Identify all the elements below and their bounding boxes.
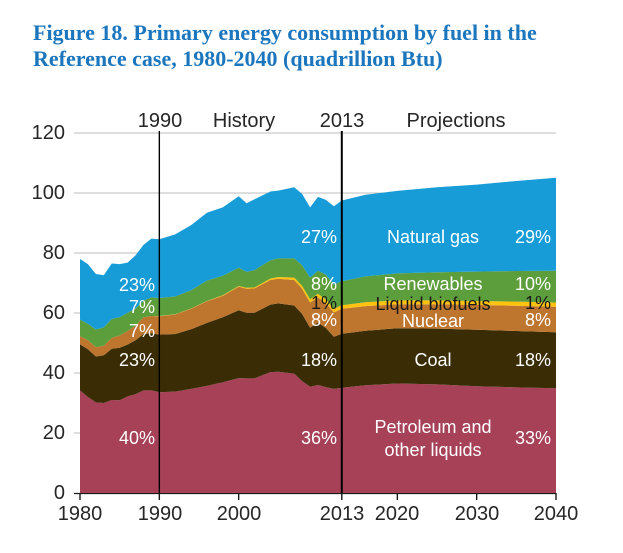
pct-1990-renewables: 7% [128,297,155,317]
pct-1990-coal: 23% [118,350,155,370]
series-label-coal: Coal [414,350,452,370]
area-petroleum-and-other-liquids [80,371,556,493]
header-projections-label: Projections [406,110,506,132]
y-tick-120: 120 [31,122,65,144]
header-1990-label: 1990 [137,110,183,132]
series-label-renewables: Renewables [383,274,483,294]
pct-2040-coal: 18% [514,350,551,370]
area-renewables [80,258,556,348]
pct-2040-biofuels: 1% [524,293,551,313]
pct-2040-nuclear: 8% [524,310,551,330]
pct-2013-nuclear: 8% [310,310,337,330]
x-tick-2040: 2040 [533,503,579,525]
pct-2013-coal: 18% [300,350,337,370]
pct-2040-natural-gas: 29% [514,227,551,247]
series-label-natural-gas: Natural gas [386,227,480,247]
y-tick-100: 100 [31,182,65,204]
x-tick-1980: 1980 [57,503,103,525]
pct-2013-natural-gas: 27% [300,227,337,247]
area-natural-gas [80,177,556,330]
header-2013-label: 2013 [319,110,365,132]
x-tick-2013: 2013 [319,503,365,525]
y-tick-20: 20 [42,422,65,444]
series-label-petroleum-line1: Petroleum and [374,417,492,437]
x-tick-2020: 2020 [374,503,420,525]
area-nuclear [80,278,556,357]
y-tick-0: 0 [53,482,65,504]
pct-1990-petroleum: 40% [118,428,155,448]
pct-2040-renewables: 10% [514,274,551,294]
x-tick-1990: 1990 [137,503,183,525]
pct-2040-petroleum: 33% [514,428,551,448]
pct-2013-petroleum: 36% [300,428,337,448]
series-label-liquid-biofuels: Liquid biofuels [375,294,491,314]
series-label-petroleum: Petroleum and other liquids [333,416,533,462]
figure-title: Figure 18. Primary energy consumption by… [33,20,608,72]
pct-2013-renewables: 8% [310,274,337,294]
header-history-label: History [212,110,276,132]
area-coal [80,303,556,403]
y-tick-80: 80 [42,242,65,264]
series-label-nuclear: Nuclear [401,311,465,331]
pct-1990-nuclear: 7% [128,321,155,341]
figure-title-line2: Reference case, 1980-2040 (quadrillion B… [33,46,443,71]
series-label-petroleum-line2: other liquids [384,440,482,460]
figure-title-line1: Figure 18. Primary energy consumption by… [33,20,537,45]
x-tick-2030: 2030 [454,503,500,525]
y-tick-40: 40 [42,362,65,384]
pct-2013-biofuels: 1% [310,293,337,313]
pct-1990-natural-gas: 23% [118,275,155,295]
x-tick-2000: 2000 [216,503,262,525]
y-tick-60: 60 [42,302,65,324]
